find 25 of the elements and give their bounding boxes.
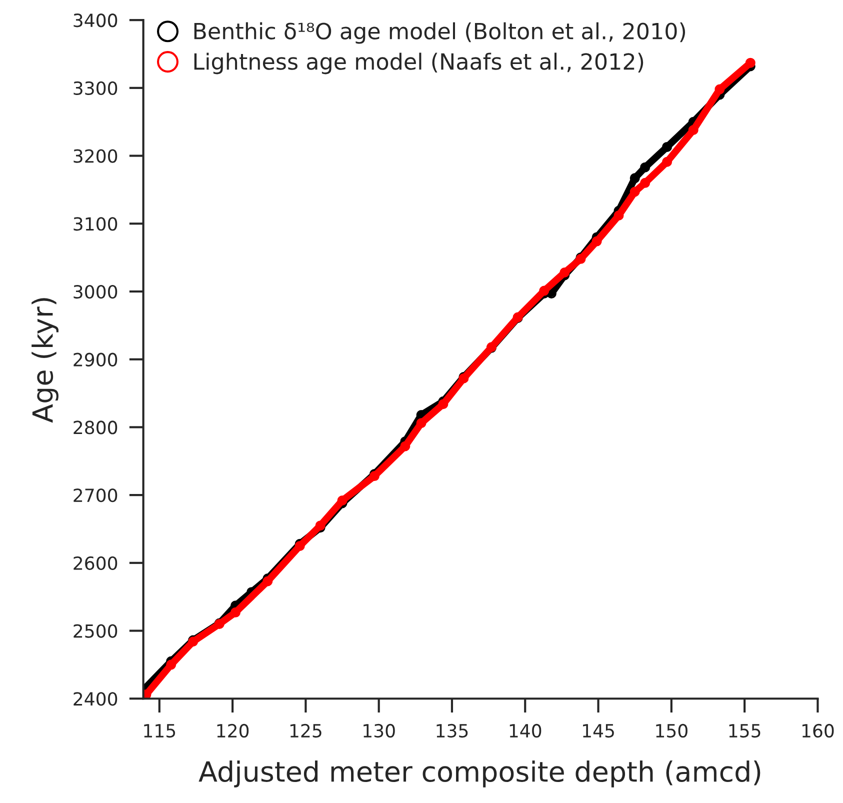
x-tick-label: 160 xyxy=(802,724,834,738)
y-tick-label: 3000 xyxy=(74,284,118,299)
legend-label: Lightness age model (Naafs et al., 2012) xyxy=(194,52,644,74)
y-tick-label: 2500 xyxy=(74,624,118,638)
y-tick-label: 3400 xyxy=(74,14,118,28)
x-tick-label: 155 xyxy=(729,724,760,738)
x-tick-label: 145 xyxy=(583,724,614,738)
y-axis-title: Age (kyr) xyxy=(32,298,58,423)
x-tick-label: 140 xyxy=(510,724,542,738)
x-tick-label: 150 xyxy=(656,724,688,738)
y-tick-label: 3100 xyxy=(74,217,118,231)
x-tick-label: 120 xyxy=(217,724,249,738)
y-tick-label: 2900 xyxy=(74,352,118,366)
x-tick-label: 130 xyxy=(364,724,395,738)
x-axis-title: Adjusted meter composite depth (amcd) xyxy=(198,760,760,788)
x-tick-label: 115 xyxy=(144,724,176,738)
y-tick-label: 2600 xyxy=(74,556,118,570)
x-tick-label: 135 xyxy=(436,724,468,738)
y-tick-label: 3300 xyxy=(74,81,118,96)
legend-label: Benthic δ¹⁸O age model (Bolton et al., 2010) xyxy=(194,22,686,44)
y-tick-label: 2700 xyxy=(74,488,118,502)
x-tick-label: 125 xyxy=(290,724,322,738)
y-tick-label: 3200 xyxy=(74,149,118,163)
y-tick-label: 2800 xyxy=(74,420,118,434)
y-tick-label: 2400 xyxy=(74,692,118,706)
